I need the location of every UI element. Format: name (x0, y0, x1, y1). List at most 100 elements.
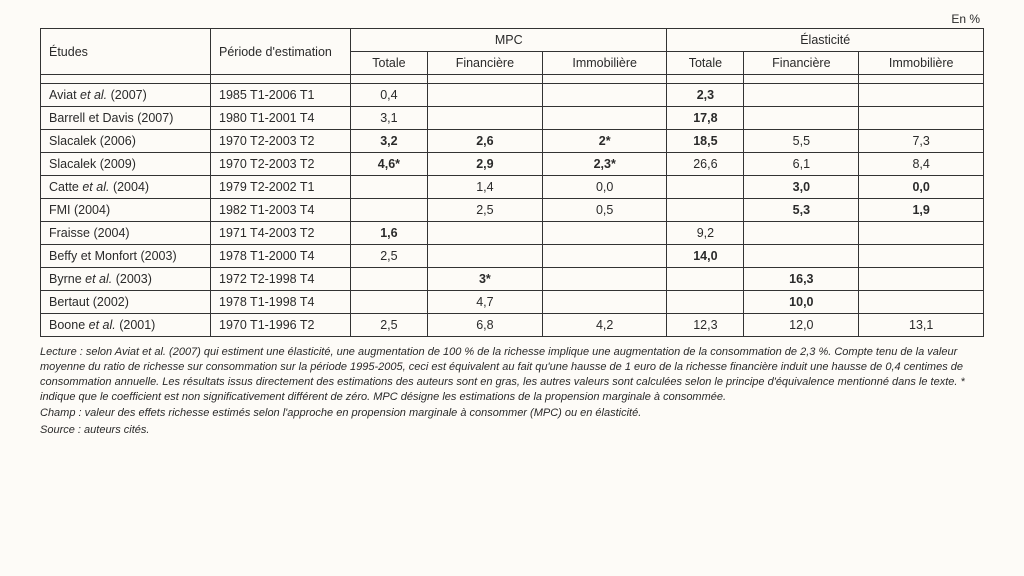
col-header-mpc-total: Totale (351, 52, 428, 75)
note-lecture: Lecture : selon Aviat et al. (2007) qui … (40, 345, 984, 404)
cell-period: 1979 T2-2002 T1 (211, 176, 351, 199)
notes-block: Lecture : selon Aviat et al. (2007) qui … (40, 345, 984, 438)
cell-value: 2,9 (427, 153, 542, 176)
cell-value: 0,0 (859, 176, 984, 199)
table-row: Catte et al. (2004)1979 T2-2002 T11,40,0… (41, 176, 984, 199)
cell-study: Beffy et Monfort (2003) (41, 245, 211, 268)
cell-value (667, 268, 744, 291)
header-row-1: Études Période d'estimation MPC Élastici… (41, 29, 984, 52)
cell-value: 5,5 (744, 130, 859, 153)
col-header-mpc-financial: Financière (427, 52, 542, 75)
cell-period: 1970 T2-2003 T2 (211, 153, 351, 176)
header-row-blank (41, 75, 984, 84)
cell-study: Aviat et al. (2007) (41, 84, 211, 107)
cell-period: 1980 T1-2001 T4 (211, 107, 351, 130)
cell-value: 3* (427, 268, 542, 291)
cell-period: 1978 T1-2000 T4 (211, 245, 351, 268)
wealth-effects-table: Études Période d'estimation MPC Élastici… (40, 28, 984, 337)
cell-value (427, 222, 542, 245)
cell-value: 0,4 (351, 84, 428, 107)
cell-study: Catte et al. (2004) (41, 176, 211, 199)
cell-value: 2,6 (427, 130, 542, 153)
cell-value (351, 199, 428, 222)
cell-value: 1,9 (859, 199, 984, 222)
cell-value (859, 291, 984, 314)
note-source: Source : auteurs cités. (40, 423, 984, 438)
cell-period: 1972 T2-1998 T4 (211, 268, 351, 291)
cell-value (542, 107, 667, 130)
col-header-period: Période d'estimation (211, 29, 351, 75)
col-header-el-financial: Financière (744, 52, 859, 75)
cell-value: 2,5 (351, 245, 428, 268)
cell-value (859, 268, 984, 291)
cell-period: 1971 T4-2003 T2 (211, 222, 351, 245)
cell-period: 1985 T1-2006 T1 (211, 84, 351, 107)
cell-value (859, 245, 984, 268)
cell-period: 1970 T2-2003 T2 (211, 130, 351, 153)
cell-value: 14,0 (667, 245, 744, 268)
cell-value: 2,3 (667, 84, 744, 107)
cell-value (427, 245, 542, 268)
cell-period: 1982 T1-2003 T4 (211, 199, 351, 222)
cell-value: 6,8 (427, 314, 542, 337)
cell-value: 4,6* (351, 153, 428, 176)
cell-value (744, 222, 859, 245)
cell-value (542, 84, 667, 107)
cell-period: 1970 T1-1996 T2 (211, 314, 351, 337)
cell-value: 4,2 (542, 314, 667, 337)
cell-study: Fraisse (2004) (41, 222, 211, 245)
cell-value: 3,0 (744, 176, 859, 199)
cell-value: 10,0 (744, 291, 859, 314)
unit-label: En % (40, 12, 984, 26)
cell-value (351, 268, 428, 291)
cell-value: 18,5 (667, 130, 744, 153)
cell-value: 6,1 (744, 153, 859, 176)
cell-value (542, 291, 667, 314)
cell-value (667, 176, 744, 199)
cell-value: 2,5 (351, 314, 428, 337)
cell-value: 26,6 (667, 153, 744, 176)
cell-study: Slacalek (2006) (41, 130, 211, 153)
cell-study: Barrell et Davis (2007) (41, 107, 211, 130)
cell-value: 16,3 (744, 268, 859, 291)
cell-value: 12,0 (744, 314, 859, 337)
cell-value: 13,1 (859, 314, 984, 337)
cell-value (744, 245, 859, 268)
cell-value: 8,4 (859, 153, 984, 176)
col-header-el-total: Totale (667, 52, 744, 75)
table-row: Beffy et Monfort (2003)1978 T1-2000 T42,… (41, 245, 984, 268)
cell-value: 9,2 (667, 222, 744, 245)
cell-value: 2* (542, 130, 667, 153)
cell-value: 2,3* (542, 153, 667, 176)
cell-value (744, 107, 859, 130)
cell-value: 7,3 (859, 130, 984, 153)
cell-study: Byrne et al. (2003) (41, 268, 211, 291)
col-header-studies: Études (41, 29, 211, 75)
cell-value: 4,7 (427, 291, 542, 314)
cell-period: 1978 T1-1998 T4 (211, 291, 351, 314)
table-row: FMI (2004)1982 T1-2003 T42,50,55,31,9 (41, 199, 984, 222)
cell-value: 1,6 (351, 222, 428, 245)
cell-study: FMI (2004) (41, 199, 211, 222)
cell-value (859, 222, 984, 245)
cell-study: Boone et al. (2001) (41, 314, 211, 337)
table-row: Aviat et al. (2007)1985 T1-2006 T10,4 2,3 (41, 84, 984, 107)
cell-value: 3,1 (351, 107, 428, 130)
table-row: Bertaut (2002)1978 T1-1998 T44,710,0 (41, 291, 984, 314)
table-row: Byrne et al. (2003)1972 T2-1998 T4 3* 16,3 (41, 268, 984, 291)
cell-value (542, 245, 667, 268)
table-row: Boone et al. (2001)1970 T1-1996 T22,56,8… (41, 314, 984, 337)
col-header-mpc: MPC (351, 29, 667, 52)
cell-value (667, 291, 744, 314)
cell-value: 3,2 (351, 130, 428, 153)
cell-value (667, 199, 744, 222)
cell-value: 5,3 (744, 199, 859, 222)
table-row: Slacalek (2006)1970 T2-2003 T23,22,62*18… (41, 130, 984, 153)
cell-value (351, 291, 428, 314)
cell-value: 0,0 (542, 176, 667, 199)
cell-value: 17,8 (667, 107, 744, 130)
cell-value: 2,5 (427, 199, 542, 222)
cell-value (427, 84, 542, 107)
col-header-el-realestate: Immobilière (859, 52, 984, 75)
cell-value (427, 107, 542, 130)
